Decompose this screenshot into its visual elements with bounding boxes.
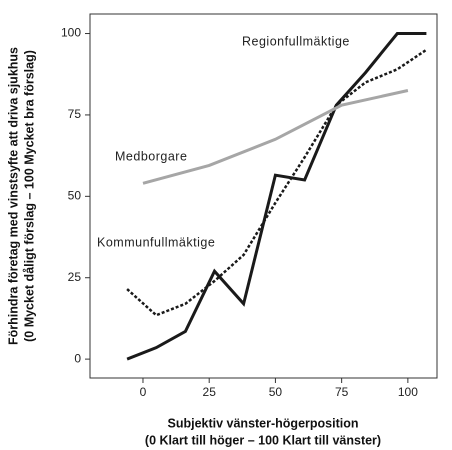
y-tick-label: 75 — [68, 107, 82, 121]
series-line — [126, 32, 427, 361]
y-tick-label: 25 — [68, 270, 82, 284]
y-axis-label: (0 Mycket dåligt förslag – 100 Mycket br… — [22, 50, 36, 342]
x-tick-label: 25 — [203, 385, 217, 399]
series-line — [142, 89, 409, 185]
y-axis-label: Förhindra företag med vinstsyfte att dri… — [6, 47, 20, 345]
series-label: Medborgare — [115, 149, 187, 163]
x-tick-label: 75 — [335, 385, 349, 399]
series-line — [126, 48, 428, 317]
series-label: Regionfullmäktige — [242, 34, 350, 48]
x-tick-label: 0 — [140, 385, 147, 399]
x-axis-label: Subjektiv vänster-högerposition — [167, 416, 358, 430]
x-tick-label: 100 — [398, 385, 418, 399]
x-axis-label: (0 Klart till höger – 100 Klart till vän… — [145, 433, 381, 447]
y-tick-label: 100 — [61, 26, 81, 40]
series-label: Kommunfullmäktige — [97, 235, 215, 249]
plot-frame — [89, 13, 438, 379]
x-tick-label: 50 — [269, 385, 283, 399]
y-tick-label: 50 — [68, 188, 82, 202]
y-tick-label: 0 — [74, 351, 81, 365]
